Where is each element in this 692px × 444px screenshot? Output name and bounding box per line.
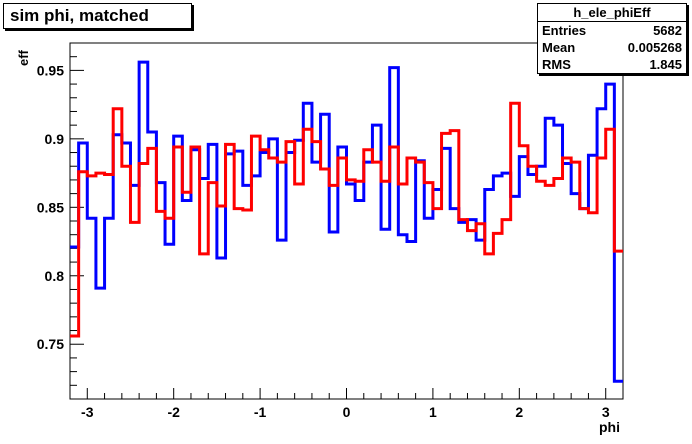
series-line-2 — [70, 101, 623, 338]
y-axis-label: eff — [16, 49, 31, 66]
stats-value: 1.845 — [649, 57, 682, 72]
stats-label: RMS — [542, 57, 571, 72]
y-tick-label: 0.9 — [45, 131, 65, 147]
series-layer — [70, 60, 623, 383]
y-tick-label: 0.8 — [45, 268, 65, 284]
stats-label: Mean — [542, 40, 576, 55]
stats-row-rms: RMS 1.845 — [538, 56, 686, 73]
stats-name: h_ele_phiEff — [538, 4, 686, 22]
y-ticks: 0.75 0.8 0.85 0.9 0.95 — [37, 42, 84, 400]
x-tick-label: 1 — [429, 404, 437, 420]
x-tick-label: -2 — [167, 404, 180, 420]
x-tick-label: 2 — [515, 404, 523, 420]
stats-row-mean: Mean 0.005268 — [538, 39, 686, 56]
chart-title: sim phi, matched — [3, 3, 192, 29]
y-tick-label: 0.85 — [37, 199, 64, 215]
series-line-1 — [70, 60, 623, 383]
x-tick-label: -3 — [81, 404, 94, 420]
x-tick-label: 3 — [602, 404, 610, 420]
y-tick-label: 0.95 — [37, 62, 64, 78]
stats-box: h_ele_phiEff Entries 5682 Mean 0.005268 … — [537, 3, 687, 74]
stats-value: 0.005268 — [627, 40, 682, 55]
y-tick-label: 0.75 — [37, 336, 64, 352]
stats-value: 5682 — [653, 23, 682, 38]
stats-row-entries: Entries 5682 — [538, 22, 686, 39]
plot-frame — [69, 42, 624, 400]
x-tick-label: -1 — [254, 404, 267, 420]
x-ticks: -3 -2 -1 0 1 2 3 — [69, 388, 624, 420]
stats-label: Entries — [542, 23, 587, 38]
x-tick-label: 0 — [343, 404, 351, 420]
x-axis-label: phi — [599, 419, 620, 435]
